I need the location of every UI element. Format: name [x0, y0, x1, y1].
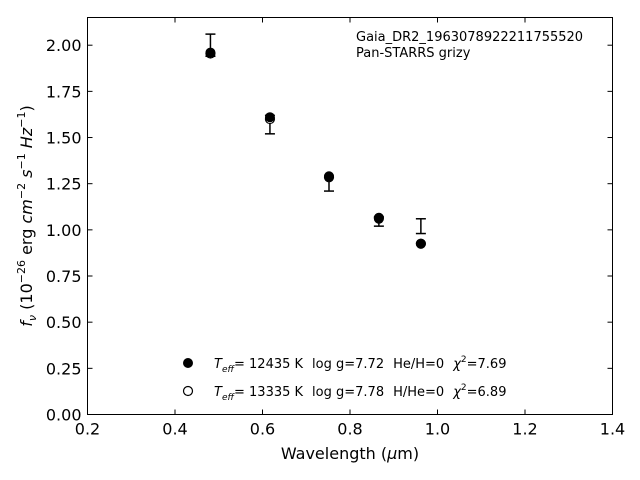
x-tick-label: 0.4	[162, 420, 187, 439]
y-tick-label: 1.75	[46, 82, 82, 101]
y-axis-ticks: 0.00 0.25 0.50 0.75 1.00 1.25 1.50 1.75 2.00	[46, 36, 613, 425]
data-marks	[205, 33, 426, 249]
annotation-survey: Pan-STARRS grizy	[356, 46, 471, 61]
plot-frame	[87, 17, 613, 415]
h-model-point	[373, 213, 384, 224]
y-tick-label: 1.25	[46, 175, 82, 194]
legend-marker-filled	[183, 358, 193, 368]
y-tick-label: 0.50	[46, 313, 82, 332]
x-tick-label: 0.8	[337, 420, 362, 439]
x-tick-label: 1.4	[600, 420, 625, 439]
h-model-point	[205, 47, 216, 58]
y-tick-label: 0.00	[46, 406, 82, 425]
x-tick-label: 1.2	[512, 420, 537, 439]
annotation-object-id: Gaia_DR2_1963078922211755520	[356, 30, 583, 45]
y-tick-label: 0.75	[46, 267, 82, 286]
x-tick-label: 0.6	[250, 420, 275, 439]
y-tick-label: 2.00	[46, 36, 82, 55]
y-tick-label: 1.50	[46, 129, 82, 148]
y-axis-label: fν (10−26 erg cm−2 s−1 Hz−1)	[15, 105, 39, 326]
h-model-point	[324, 171, 334, 182]
h-model-point	[415, 238, 426, 249]
y-tick-label: 1.00	[46, 221, 82, 240]
h-model-point	[264, 112, 275, 123]
x-tick-label: 1.0	[425, 420, 450, 439]
x-axis-label: Wavelength (μm)	[281, 444, 419, 463]
x-tick-label: 0.2	[75, 420, 100, 439]
x-axis-ticks: 0.2 0.4 0.6 0.8 1.0 1.2 1.4	[75, 17, 625, 439]
y-tick-label: 0.25	[46, 359, 82, 378]
legend-marker-open	[182, 385, 194, 397]
